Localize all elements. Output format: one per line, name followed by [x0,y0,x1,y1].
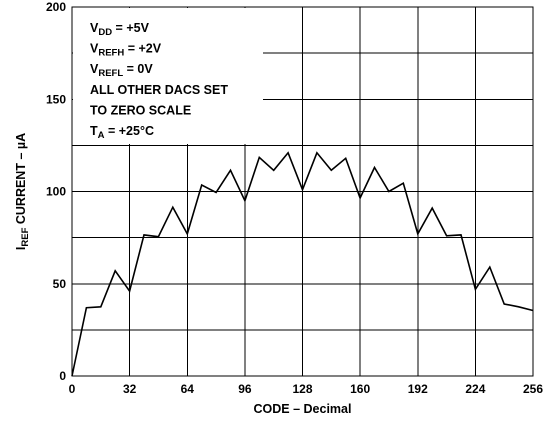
annotation-background [73,8,263,144]
x-axis-title: CODE – Decimal [254,402,352,416]
y-axis-title: IREF CURRENT – µA [14,133,31,250]
plot-frame [71,6,534,377]
x-tick-label: 96 [238,382,252,396]
y-tick-label: 50 [53,277,67,291]
x-tick-label: 32 [123,382,137,396]
annotation-line: VREFH = +2V [90,42,162,59]
y-tick-label: 0 [59,369,66,383]
annotation-line: VREFL = 0V [90,62,153,79]
x-tick-labels: 0 32 64 96 128 160 192 224 256 [69,382,544,396]
y-tick-label: 150 [46,92,66,106]
x-tick-label: 160 [350,382,370,396]
x-tick-label: 128 [292,382,312,396]
conditions-annotation-box: VDD = +5V VREFH = +2V VREFL = 0V ALL OTHER … [73,8,263,144]
x-tick-label: 0 [69,382,76,396]
y-axis-title-rest: CURRENT – µA [14,133,28,228]
y-axis-title-main: I [14,247,28,250]
annotation-lines: VDD = +5V VREFH = +2V VREFL = 0V ALL OTHER … [90,21,228,141]
x-tick-label: 192 [408,382,428,396]
x-tick-label: 64 [181,382,195,396]
x-tick-label: 256 [523,382,543,396]
annotation-line: TO ZERO SCALE [90,103,191,117]
annotation-line: VDD = +5V [90,21,150,38]
y-tick-label: 200 [46,0,66,14]
grid-lines [72,7,533,376]
annotation-line: ALL OTHER DACS SET [90,83,228,97]
y-axis-title-subscript: REF [20,227,31,246]
annotation-line: TA = +25°C [90,124,154,141]
x-tick-label: 224 [465,382,485,396]
series-line-iref-current [71,151,534,377]
y-tick-labels: 0 50 100 150 200 [46,0,66,383]
y-tick-label: 100 [46,185,66,199]
